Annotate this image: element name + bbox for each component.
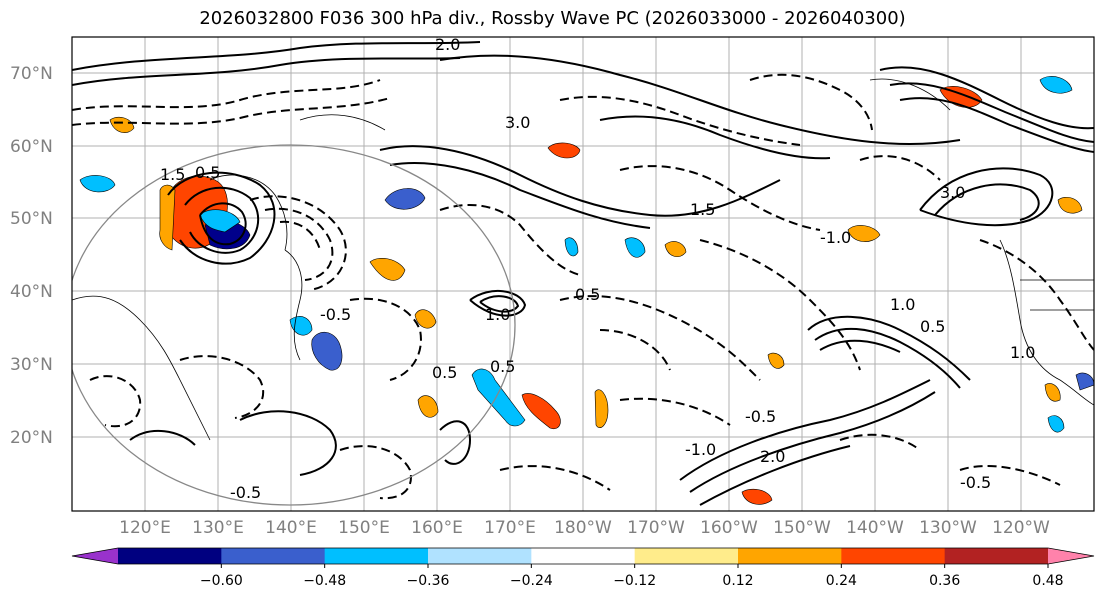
positive-div-patch — [1044, 383, 1061, 402]
colorbar-tick-label: −0.12 — [613, 573, 656, 589]
longitude-labels: 120°E 130°E 140°E 150°E 160°E 170°E 180°… — [119, 518, 1050, 538]
lon-label: 130°W — [919, 518, 977, 538]
colorbar-segment — [944, 548, 1049, 564]
colorbar-extend-low — [72, 548, 118, 564]
colorbar-segment — [324, 548, 429, 564]
colorbar-segment — [738, 548, 842, 564]
negative-div-patch — [471, 368, 526, 427]
contour-label: 0.5 — [432, 363, 457, 382]
contour-label: 1.0 — [485, 305, 510, 324]
lon-label: 150°W — [773, 518, 831, 538]
lat-label: 60°N — [10, 137, 53, 157]
positive-div-patch — [159, 184, 176, 251]
contour-label: 0.5 — [490, 357, 515, 376]
contour-label: 2.0 — [435, 35, 460, 54]
lat-label: 40°N — [10, 282, 53, 302]
positive-div-patch — [847, 225, 881, 242]
negative-div-patch — [1075, 372, 1094, 391]
lon-label: 120°E — [119, 518, 171, 538]
positive-div-patch — [664, 241, 687, 258]
contour-label: -1.0 — [685, 440, 716, 459]
positive-div-patch — [594, 389, 609, 429]
positive-div-patch — [109, 116, 135, 133]
colorbar-segment — [221, 548, 326, 564]
lon-label: 170°W — [627, 518, 685, 538]
contour-label: -0.5 — [745, 407, 776, 426]
lon-label: 160°W — [700, 518, 758, 538]
colorbar: −0.60 −0.48 −0.36 −0.24 −0.12 0.12 0.24 0.36 0.4… — [71, 547, 1095, 589]
map-title: 2026032800 F036 300 hPa div., Rossby Wav… — [199, 8, 906, 29]
positive-div-patch — [414, 309, 437, 329]
contour-label: 1.0 — [1010, 343, 1035, 362]
lon-label: 140°W — [846, 518, 904, 538]
negative-div-patch — [384, 188, 426, 210]
negative-div-patch — [311, 332, 343, 371]
lon-label: 120°W — [992, 518, 1050, 538]
lon-label: 160°E — [411, 518, 463, 538]
colorbar-tick-label: 0.48 — [1032, 573, 1063, 589]
colorbar-tick-label: 0.24 — [826, 573, 857, 589]
negative-div-patch — [1047, 415, 1065, 433]
colorbar-tick-label: 0.36 — [929, 573, 960, 589]
positive-div-patch — [547, 142, 581, 159]
contour-label: 0.5 — [920, 317, 945, 336]
lon-label: 130°E — [192, 518, 244, 538]
colorbar-outline — [71, 547, 1095, 565]
contour-label: 3.0 — [505, 113, 530, 132]
colorbar-tick-label: −0.48 — [303, 573, 346, 589]
colorbar-extend-high — [1048, 548, 1094, 564]
positive-div-patch — [417, 395, 439, 418]
colorbar-tick-label: 0.12 — [722, 573, 753, 589]
contour-label: 1.5 — [160, 165, 185, 184]
contour-label: 2.0 — [760, 447, 785, 466]
negative-div-patch — [79, 175, 116, 193]
colorbar-segment — [531, 548, 636, 564]
contour-label: 3.0 — [940, 183, 965, 202]
contour-label: -0.5 — [320, 305, 351, 324]
contour-labels: 3.0 1.0 0.5 -0.5 -1.0 2.0 1.5 -0.5 0.5 3… — [160, 35, 1035, 502]
colorbar-tick-label: −0.24 — [510, 573, 553, 589]
latitude-labels: 70°N 60°N 50°N 40°N 30°N 20°N — [10, 64, 53, 448]
lat-label: 20°N — [10, 428, 53, 448]
colorbar-tick-label: −0.60 — [200, 573, 243, 589]
colorbar-segment — [634, 548, 739, 564]
lat-label: 30°N — [10, 355, 53, 375]
positive-div-patch — [521, 393, 561, 430]
contour-label: 0.5 — [575, 285, 600, 304]
positive-div-patch — [741, 488, 773, 505]
positive-div-patch — [1057, 197, 1083, 214]
contour-label: 0.5 — [195, 163, 220, 182]
contour-label: -0.5 — [960, 473, 991, 492]
negative-div-patch — [624, 237, 646, 258]
lon-label: 140°E — [265, 518, 317, 538]
map-frame — [71, 36, 1095, 512]
coastlines — [72, 78, 1094, 441]
contour-label: -0.5 — [230, 483, 261, 502]
negative-div-patch — [564, 237, 579, 257]
solid-contours — [72, 41, 1094, 506]
colorbar-tick-label: −0.36 — [407, 573, 450, 589]
positive-div-patch — [369, 257, 406, 281]
lat-label: 70°N — [10, 64, 53, 84]
negative-div-patch — [199, 209, 241, 233]
graticule — [72, 37, 1094, 511]
positive-div-patch — [767, 352, 785, 369]
lon-label: 150°E — [338, 518, 390, 538]
reference-circle — [72, 144, 516, 506]
dashed-contours — [72, 73, 1094, 500]
colorbar-segment — [118, 548, 222, 564]
contour-label: 1.5 — [690, 200, 715, 219]
lon-label: 180°W — [554, 518, 612, 538]
negative-div-patch — [1039, 76, 1073, 94]
contour-label: -1.0 — [820, 228, 851, 247]
lat-label: 50°N — [10, 209, 53, 229]
colorbar-segment — [841, 548, 946, 564]
colorbar-segment — [428, 548, 532, 564]
contour-label: 1.0 — [890, 295, 915, 314]
lon-label: 170°E — [484, 518, 536, 538]
